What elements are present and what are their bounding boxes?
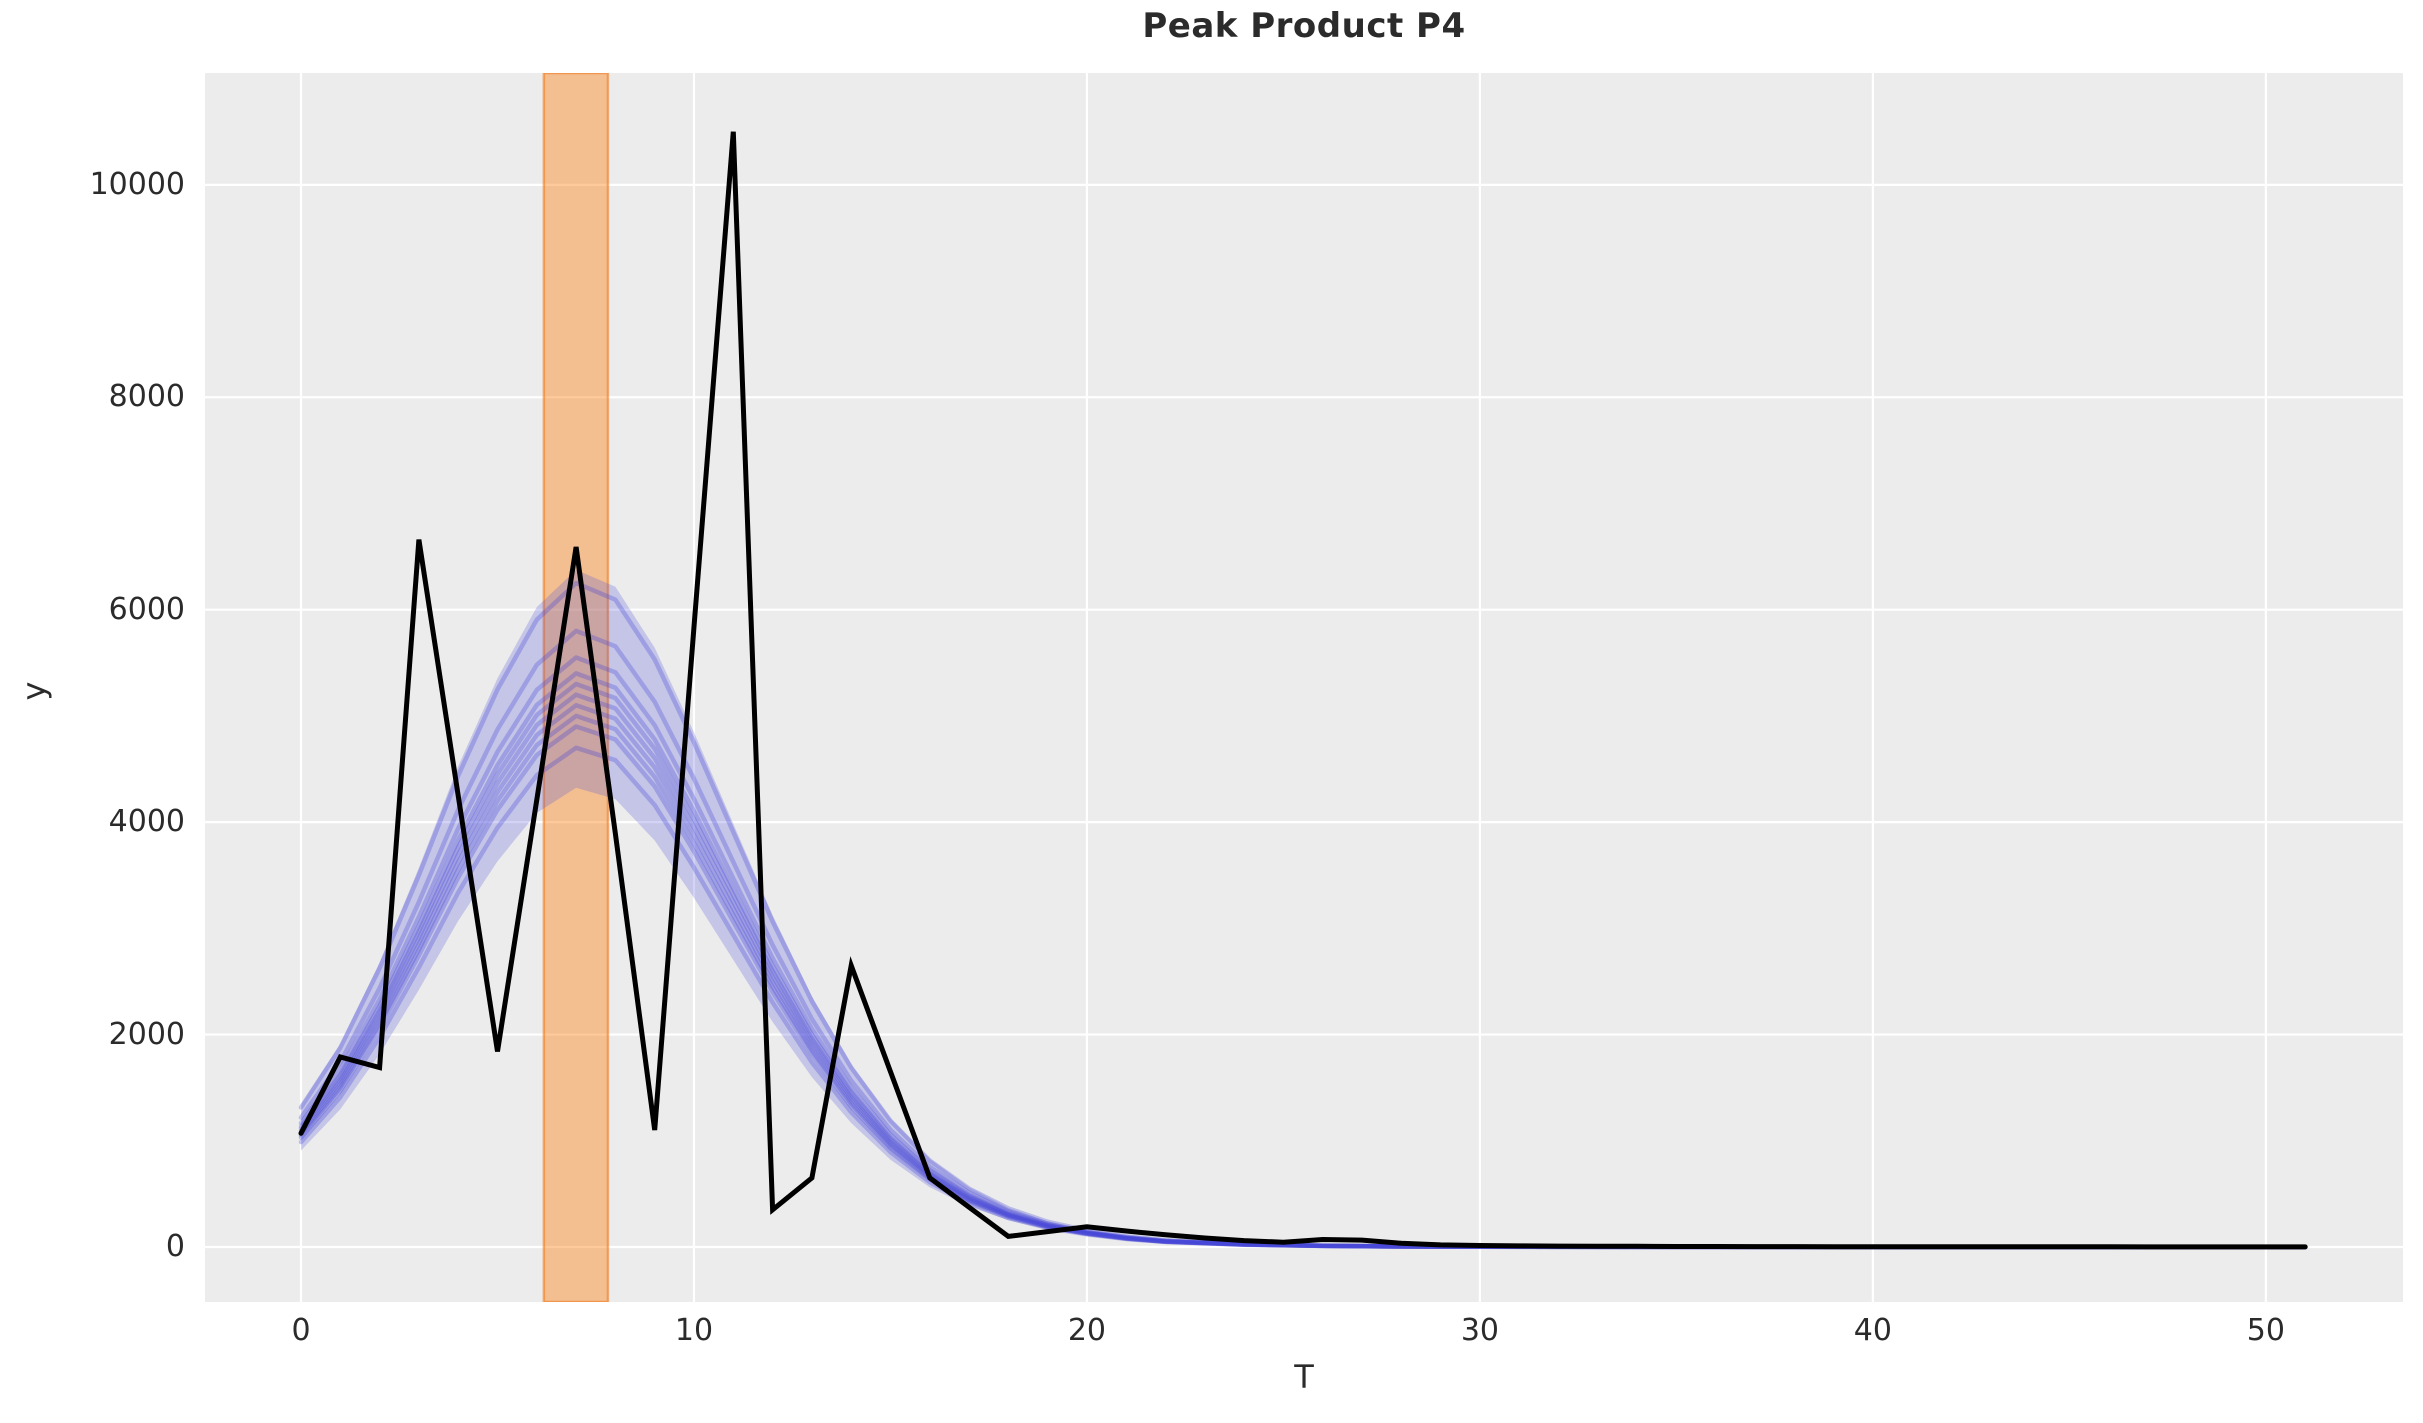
x-tick-label-40: 40	[1853, 1313, 1892, 1348]
plot-svg	[205, 73, 2403, 1302]
x-tick-label-10: 10	[674, 1313, 714, 1348]
posterior-envelope	[301, 569, 2306, 1247]
y-tick-label-10000: 10000	[89, 166, 185, 202]
chart-title: Peak Product P4	[1142, 6, 1466, 46]
y-tick-label-0: 0	[165, 1228, 185, 1264]
y-tick-label-6000: 6000	[108, 591, 185, 627]
y-tick-label-2000: 2000	[108, 1016, 185, 1052]
x-tick-label-30: 30	[1460, 1313, 1499, 1348]
y-tick-label-8000: 8000	[108, 379, 185, 415]
x-axis-label: T	[1294, 1358, 1314, 1396]
y-axis-label: y	[15, 681, 53, 701]
x-tick-label-50: 50	[2246, 1313, 2285, 1348]
observed-line	[298, 131, 2308, 1250]
x-tick-label-0: 0	[291, 1313, 311, 1348]
x-tick-label-20: 20	[1067, 1313, 1107, 1348]
plot-area	[205, 73, 2403, 1302]
y-tick-label-4000: 4000	[108, 804, 185, 840]
